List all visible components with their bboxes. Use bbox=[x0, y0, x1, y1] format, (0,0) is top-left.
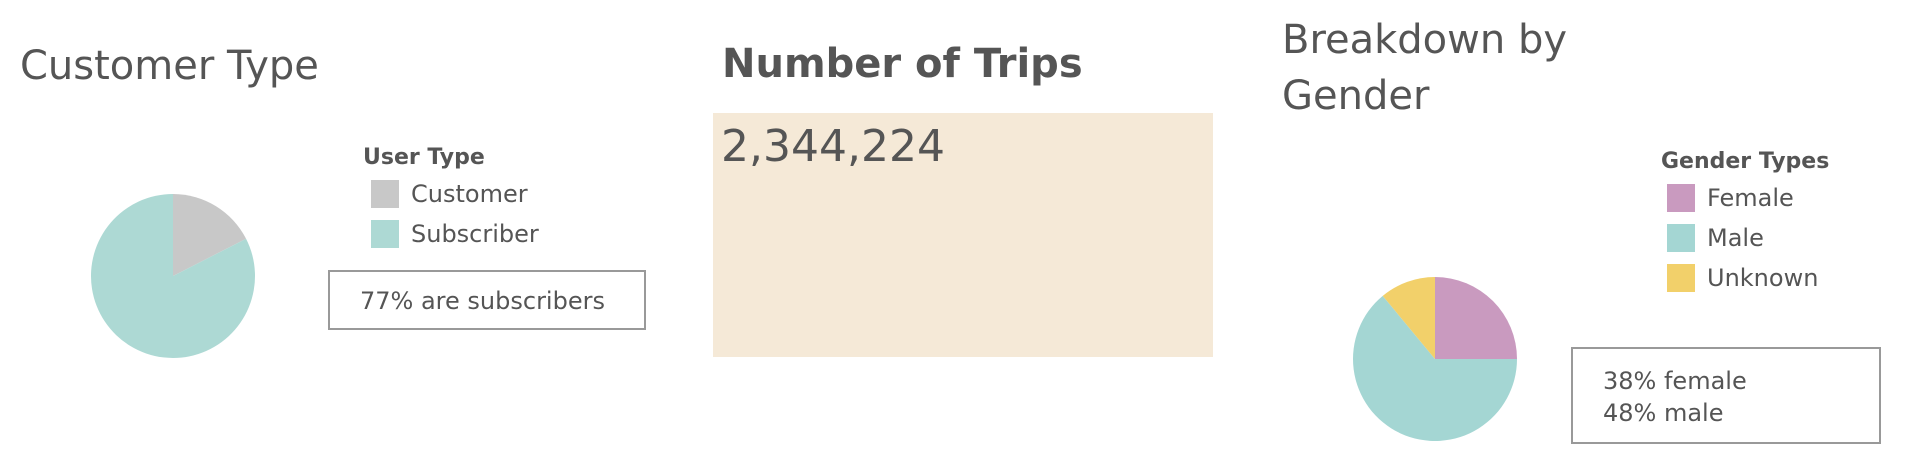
gender-legend-swatch-unknown bbox=[1667, 264, 1695, 292]
gender-legend: Gender Types Female Male Unknown bbox=[1661, 149, 1829, 298]
gender-legend-label-female: Female bbox=[1707, 184, 1794, 212]
gender-annotation-line2: 48% male bbox=[1603, 399, 1724, 427]
gender-title-line2: Gender bbox=[1282, 73, 1430, 119]
trips-value-panel: 2,344,224 bbox=[713, 113, 1213, 357]
customer-legend-swatch-subscriber bbox=[371, 220, 399, 248]
gender-legend-label-male: Male bbox=[1707, 224, 1764, 252]
gender-title-line1: Breakdown by bbox=[1282, 17, 1567, 63]
gender-legend-label-unknown: Unknown bbox=[1707, 264, 1819, 292]
gender-legend-swatch-female bbox=[1667, 184, 1695, 212]
customer-type-title: Customer Type bbox=[20, 43, 319, 89]
customer-legend: User Type Customer Subscriber bbox=[363, 145, 539, 254]
customer-slice-subscriber bbox=[91, 194, 255, 358]
subscriber-annotation: 77% are subscribers bbox=[328, 270, 646, 330]
gender-slice-male bbox=[1353, 295, 1517, 441]
subscriber-annotation-text: 77% are subscribers bbox=[360, 287, 605, 315]
customer-legend-title: User Type bbox=[363, 145, 485, 170]
gender-legend-item-male: Male bbox=[1667, 218, 1829, 258]
trips-value: 2,344,224 bbox=[721, 121, 945, 172]
customer-legend-label-customer: Customer bbox=[411, 180, 528, 208]
number-of-trips-title: Number of Trips bbox=[722, 41, 1083, 87]
gender-slice-female bbox=[1435, 277, 1517, 359]
gender-legend-item-female: Female bbox=[1667, 178, 1829, 218]
customer-slice-customer bbox=[173, 194, 247, 276]
gender-legend-item-unknown: Unknown bbox=[1667, 258, 1829, 298]
customer-legend-swatch-customer bbox=[371, 180, 399, 208]
customer-legend-item-customer: Customer bbox=[371, 174, 539, 214]
gender-legend-title: Gender Types bbox=[1661, 149, 1830, 174]
gender-slice-unknown bbox=[1382, 277, 1435, 359]
gender-annotation: 38% female 48% male bbox=[1571, 347, 1881, 444]
gender-annotation-line1: 38% female bbox=[1603, 367, 1747, 395]
customer-pie-chart bbox=[91, 194, 255, 358]
gender-pie-chart bbox=[1353, 277, 1517, 441]
customer-legend-label-subscriber: Subscriber bbox=[411, 220, 539, 248]
customer-legend-item-subscriber: Subscriber bbox=[371, 214, 539, 254]
gender-legend-swatch-male bbox=[1667, 224, 1695, 252]
gender-title: Breakdown by Gender bbox=[1282, 12, 1567, 124]
